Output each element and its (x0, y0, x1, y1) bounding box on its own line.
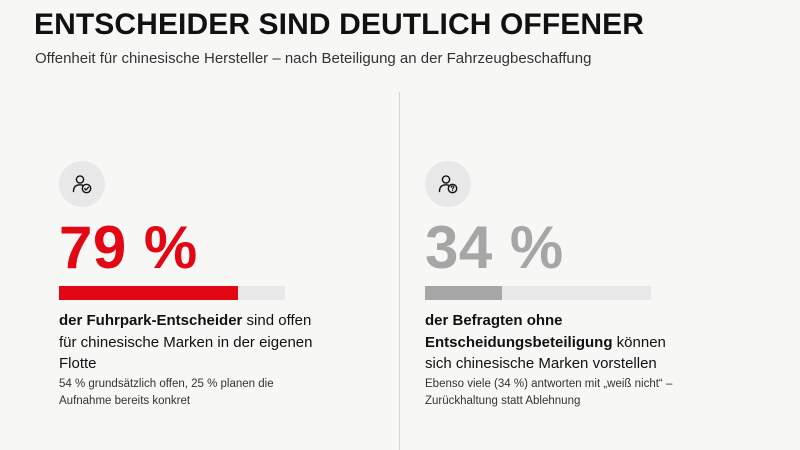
stat-description-decision-makers: der Fuhrpark-Entscheider sind offen für … (59, 310, 319, 375)
panel-non-decision-makers: 34 % der Befragten ohne Entscheidungsbet… (425, 0, 725, 450)
stat-description-rest: sind offen für chinesische Marken in der… (59, 312, 313, 372)
stat-description-bold: der Befragten ohne Entscheidungsbeteilig… (425, 312, 613, 351)
stat-description-rest: können sich chinesische Marken vorstelle… (425, 333, 666, 373)
progress-track-non-decision-makers (425, 286, 651, 300)
stat-value-decision-makers: 79 % (59, 214, 198, 281)
stat-description-non-decision-makers: der Befragten ohne Entscheidungsbeteilig… (425, 310, 685, 375)
progress-track-decision-makers (59, 286, 285, 300)
user-question-icon (425, 161, 471, 207)
stat-value-non-decision-makers: 34 % (425, 214, 564, 281)
page-title: ENTSCHEIDER SIND DEUTLICH OFFENER (34, 8, 644, 41)
panel-decision-makers: 79 % der Fuhrpark-Entscheider sind offen… (59, 0, 359, 450)
user-check-icon (59, 161, 105, 207)
page-subtitle: Offenheit für chinesische Hersteller – n… (35, 50, 592, 67)
stat-note-non-decision-makers: Ebenso viele (34 %) antworten mit „weiß … (425, 378, 673, 407)
panel-divider (399, 92, 400, 450)
progress-fill-non-decision-makers (425, 286, 502, 300)
progress-fill-decision-makers (59, 286, 238, 300)
stat-description-bold: der Fuhrpark-Entscheider (59, 312, 243, 329)
stat-note-decision-makers: 54 % grundsätzlich offen, 25 % planen di… (59, 378, 274, 407)
